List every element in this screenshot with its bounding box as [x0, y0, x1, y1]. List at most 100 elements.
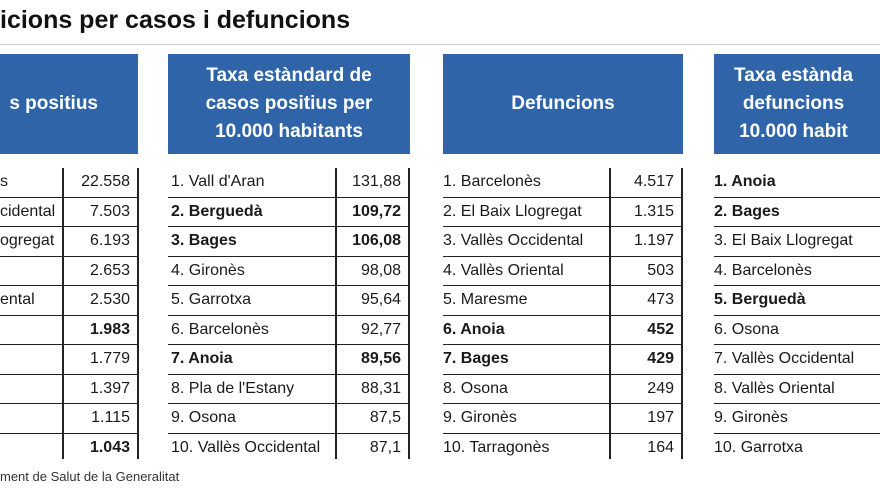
region-value: 1.197 [609, 227, 683, 256]
region-value: 2.653 [62, 256, 139, 285]
table-row: 10. Garrotxa [714, 434, 880, 460]
table-row: 9. Gironès 197 [443, 404, 683, 434]
region-name [0, 316, 62, 345]
table-deaths: 1. Barcelonès 4.517 2. El Baix Llogregat 1.… [443, 168, 683, 459]
region-name: 10. Garrotxa [714, 438, 803, 456]
table-row: 1.043 [0, 433, 139, 460]
region-value: 92,77 [335, 315, 410, 344]
region-name: 7. Anoia [171, 350, 233, 368]
region-name: 9. Gironès [714, 409, 788, 427]
region-name: 2. El Baix Llogregat [443, 202, 582, 220]
region-name: 3. El Baix Llogregat [714, 232, 853, 250]
region-name: 1. Barcelonès [443, 173, 541, 191]
region-name [0, 434, 62, 460]
header-rate-cases: Taxa estàndard de casos positius per 10.… [168, 54, 410, 154]
region-value: 452 [609, 315, 683, 344]
region-name: 7. Bages [443, 350, 509, 368]
region-name: 6. Barcelonès [171, 320, 269, 338]
region-name: cidental [0, 202, 56, 220]
region-value: 473 [609, 286, 683, 315]
table-row: 1.115 [0, 404, 139, 434]
region-value: 7.503 [62, 197, 139, 226]
region-value: 249 [609, 374, 683, 403]
region-value: 131,88 [335, 168, 410, 197]
region-name: 2. Bages [714, 202, 780, 220]
region-name: 5. Berguedà [714, 291, 806, 309]
table-row: 8. Vallès Oriental [714, 375, 880, 404]
table-row: 1.779 [0, 345, 139, 375]
table-row: 5. Garrotxa 95,64 [168, 286, 410, 316]
region-name: 10. Tarragonès [443, 438, 550, 456]
region-value: 22.558 [62, 168, 139, 197]
table-row: 10. Vallès Occidental 87,1 [168, 433, 410, 459]
region-name: 5. Maresme [443, 291, 528, 309]
region-name: 8. Pla de l'Estany [171, 379, 295, 397]
region-name: 9. Osona [171, 409, 236, 427]
region-value: 1.115 [62, 404, 139, 433]
region-name: 6. Osona [714, 320, 779, 338]
region-name [0, 375, 62, 404]
region-value: 429 [609, 345, 683, 374]
table-row: 7. Vallès Occidental [714, 345, 880, 375]
table-row: cidental 7.503 [0, 197, 139, 227]
table-rate-cases: 1. Vall d'Aran 131,88 2. Berguedà 109,72 3. … [168, 168, 410, 459]
table-row: 8. Osona 249 [443, 374, 683, 404]
header-cases: s positius [0, 54, 138, 154]
region-value: 164 [609, 433, 683, 459]
table-rate-deaths: 1. Anoia 2. Bages 3. El Baix Llogregat 4. B… [714, 168, 880, 459]
table-row: 2.653 [0, 256, 139, 286]
table-row: 2. Berguedà 109,72 [168, 197, 410, 227]
page-title: icions per casos i defuncions [0, 6, 351, 34]
table-row: 2. Bages [714, 198, 880, 227]
region-value: 98,08 [335, 256, 410, 285]
title-divider [0, 44, 880, 45]
region-value: 1.397 [62, 374, 139, 403]
table-row: 1.397 [0, 374, 139, 404]
region-value: 6.193 [62, 227, 139, 256]
table-row: 4. Vallès Oriental 503 [443, 256, 683, 286]
region-value: 1.779 [62, 345, 139, 374]
header-rate-deaths: Taxa estànda defuncions 10.000 habit [714, 54, 880, 154]
table-row: 3. Vallès Occidental 1.197 [443, 227, 683, 257]
region-value: 2.530 [62, 286, 139, 315]
region-value: 109,72 [335, 197, 410, 226]
table-row: 1. Barcelonès 4.517 [443, 168, 683, 198]
region-value: 88,31 [335, 374, 410, 403]
region-value: 87,5 [335, 404, 410, 433]
region-name: 4. Gironès [171, 261, 245, 279]
region-name: 10. Vallès Occidental [171, 438, 321, 456]
table-row: 7. Anoia 89,56 [168, 345, 410, 375]
region-name: 5. Garrotxa [171, 291, 252, 309]
table-row: 9. Osona 87,5 [168, 404, 410, 434]
source-note: ment de Salut de la Generalitat [0, 469, 180, 484]
region-name: 3. Bages [171, 232, 237, 250]
table-row: 4. Barcelonès [714, 257, 880, 286]
table-row: 3. El Baix Llogregat [714, 227, 880, 257]
table-row: 6. Anoia 452 [443, 315, 683, 345]
region-value: 1.983 [62, 315, 139, 344]
region-name: 8. Vallès Oriental [714, 379, 835, 397]
region-value: 89,56 [335, 345, 410, 374]
region-name [0, 404, 62, 433]
table-row: 5. Maresme 473 [443, 286, 683, 316]
region-name [0, 257, 62, 286]
header-deaths: Defuncions [443, 54, 683, 154]
region-name: 4. Barcelonès [714, 261, 812, 279]
region-name: s [0, 173, 8, 191]
table-row: 4. Gironès 98,08 [168, 256, 410, 286]
table-row: 9. Gironès [714, 404, 880, 434]
table-row: s 22.558 [0, 168, 139, 198]
table-row: 1. Vall d'Aran 131,88 [168, 168, 410, 198]
region-value: 4.517 [609, 168, 683, 197]
table-row: 6. Barcelonès 92,77 [168, 315, 410, 345]
region-name: ental [0, 291, 35, 309]
table-row: 1.983 [0, 315, 139, 345]
region-name: 1. Anoia [714, 173, 776, 191]
table-row: ogregat 6.193 [0, 227, 139, 257]
region-name: 6. Anoia [443, 320, 505, 338]
table-row: 1. Anoia [714, 168, 880, 198]
region-value: 1.315 [609, 197, 683, 226]
region-name: ogregat [0, 232, 55, 250]
table-row: ental 2.530 [0, 286, 139, 316]
table-row: 5. Berguedà [714, 286, 880, 316]
